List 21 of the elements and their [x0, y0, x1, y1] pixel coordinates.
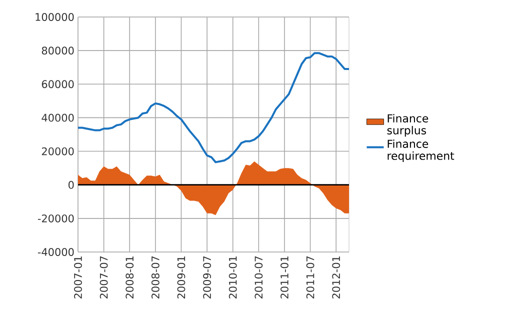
x-tick-label: 2008-07 — [151, 256, 160, 298]
x-tick-label: 2010-01 — [228, 256, 237, 298]
y-tick-label: 40000 — [42, 114, 74, 122]
y-tick-label: -20000 — [38, 214, 74, 222]
x-tick-label: 2007-07 — [100, 256, 108, 298]
x-tick-label: 2009-07 — [203, 256, 211, 298]
y-tick-label: 0 — [68, 180, 74, 189]
y-tick-label: 100000 — [36, 13, 74, 21]
x-tick-label: 2012-01 — [332, 256, 340, 298]
x-tick-label: 2008-01 — [126, 256, 134, 298]
x-tick-label: 2010-07 — [254, 256, 263, 298]
legend-label: Finance surplus — [387, 114, 428, 137]
legend-label: Finance requirement — [388, 139, 454, 162]
y-tick-label: -40000 — [38, 248, 74, 256]
x-tick-label: 2011-07 — [306, 256, 314, 298]
x-tick-label: 2007-01 — [74, 256, 82, 298]
x-tick-label: 2011-01 — [280, 256, 288, 298]
y-tick-label: 80000 — [42, 46, 74, 55]
y-tick-label: 60000 — [42, 80, 74, 88]
y-tick-label: 20000 — [42, 147, 74, 156]
x-tick-label: 2009-01 — [177, 256, 186, 298]
